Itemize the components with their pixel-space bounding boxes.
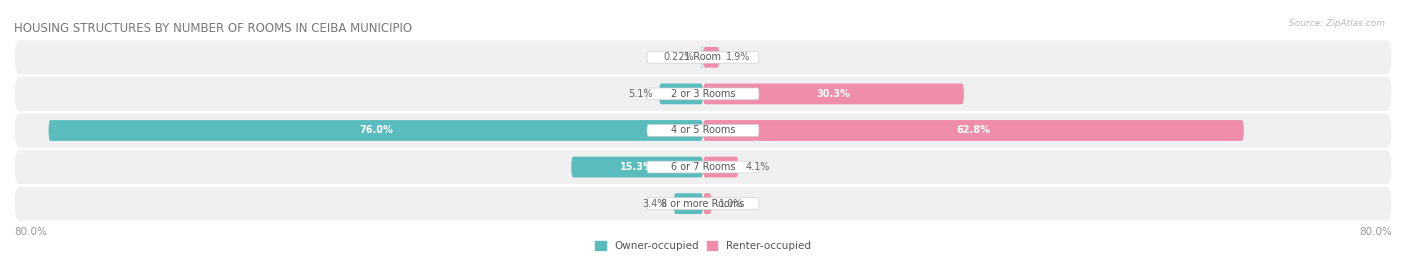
FancyBboxPatch shape — [673, 193, 703, 214]
Legend: Owner-occupied, Renter-occupied: Owner-occupied, Renter-occupied — [591, 237, 815, 255]
Text: HOUSING STRUCTURES BY NUMBER OF ROOMS IN CEIBA MUNICIPIO: HOUSING STRUCTURES BY NUMBER OF ROOMS IN… — [14, 22, 412, 35]
Text: 2 or 3 Rooms: 2 or 3 Rooms — [671, 89, 735, 99]
Text: 62.8%: 62.8% — [956, 125, 990, 136]
FancyBboxPatch shape — [703, 157, 738, 178]
FancyBboxPatch shape — [703, 193, 711, 214]
Text: 4 or 5 Rooms: 4 or 5 Rooms — [671, 125, 735, 136]
FancyBboxPatch shape — [703, 47, 720, 68]
Text: 1.0%: 1.0% — [718, 199, 742, 209]
Text: 8 or more Rooms: 8 or more Rooms — [661, 199, 745, 209]
FancyBboxPatch shape — [703, 83, 965, 104]
Text: 0.22%: 0.22% — [664, 52, 695, 62]
FancyBboxPatch shape — [14, 187, 1392, 221]
Text: 1 Room: 1 Room — [685, 52, 721, 62]
FancyBboxPatch shape — [14, 40, 1392, 74]
FancyBboxPatch shape — [700, 47, 703, 68]
FancyBboxPatch shape — [659, 83, 703, 104]
FancyBboxPatch shape — [14, 150, 1392, 184]
FancyBboxPatch shape — [14, 77, 1392, 111]
FancyBboxPatch shape — [48, 120, 703, 141]
Text: 80.0%: 80.0% — [14, 227, 46, 237]
Text: 5.1%: 5.1% — [627, 89, 652, 99]
Text: 4.1%: 4.1% — [745, 162, 769, 172]
FancyBboxPatch shape — [647, 88, 759, 100]
Text: 76.0%: 76.0% — [359, 125, 392, 136]
Text: 6 or 7 Rooms: 6 or 7 Rooms — [671, 162, 735, 172]
FancyBboxPatch shape — [571, 157, 703, 178]
FancyBboxPatch shape — [647, 125, 759, 136]
Text: Source: ZipAtlas.com: Source: ZipAtlas.com — [1289, 19, 1385, 28]
FancyBboxPatch shape — [647, 51, 759, 63]
Text: 15.3%: 15.3% — [620, 162, 654, 172]
Text: 80.0%: 80.0% — [1360, 227, 1392, 237]
FancyBboxPatch shape — [647, 161, 759, 173]
FancyBboxPatch shape — [647, 198, 759, 210]
FancyBboxPatch shape — [703, 120, 1244, 141]
Text: 1.9%: 1.9% — [727, 52, 751, 62]
FancyBboxPatch shape — [14, 114, 1392, 147]
Text: 30.3%: 30.3% — [817, 89, 851, 99]
Text: 3.4%: 3.4% — [643, 199, 666, 209]
